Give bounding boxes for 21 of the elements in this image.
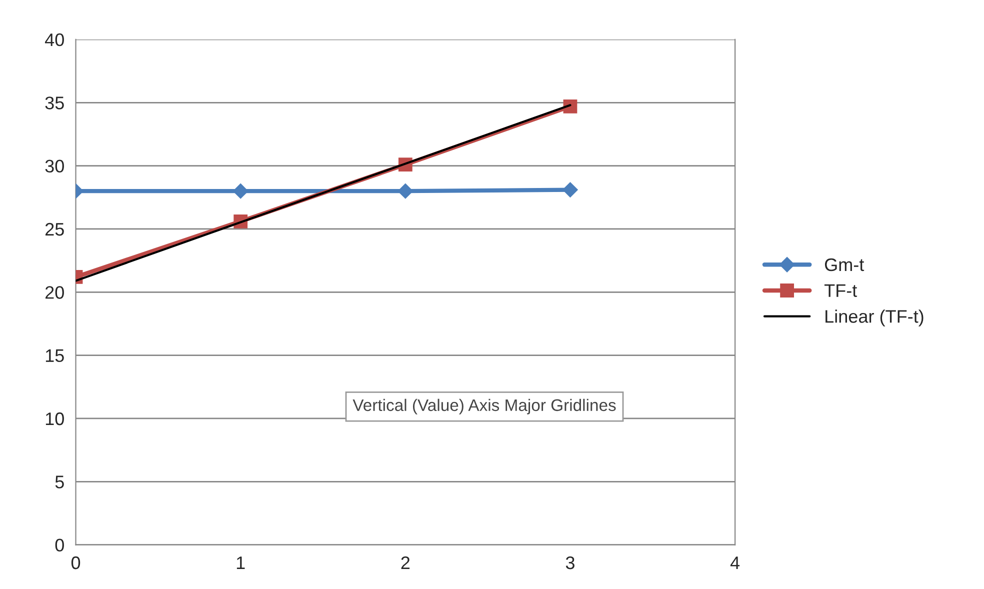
point — [233, 184, 248, 199]
legend-label: Linear (TF-t) — [826, 310, 924, 326]
point — [398, 184, 413, 199]
legend-label: TF-t — [824, 284, 858, 297]
x-tick-label: 4 — [730, 556, 740, 570]
x-tick-label: 0 — [71, 556, 80, 570]
y-tick-label: 5 — [55, 476, 64, 488]
y-tick-label: 15 — [46, 349, 64, 362]
annotation: Vertical (Value) Axis Major Gridlines — [352, 398, 616, 414]
legend-label: Gm-t — [824, 258, 864, 272]
y-tick-label: 0 — [55, 538, 64, 552]
y-tick-label: 10 — [46, 412, 64, 426]
point — [562, 182, 578, 198]
x-tick-label: 1 — [236, 556, 245, 570]
y-tick-label: 25 — [45, 222, 64, 236]
y-tick-label: 35 — [45, 96, 64, 110]
y-tick-label: 40 — [44, 33, 64, 46]
x-tick-label: 2 — [401, 556, 410, 570]
x-tick-label: 3 — [566, 556, 574, 570]
y-tick-label: 20 — [45, 286, 64, 299]
y-tick-label: 30 — [45, 160, 64, 173]
